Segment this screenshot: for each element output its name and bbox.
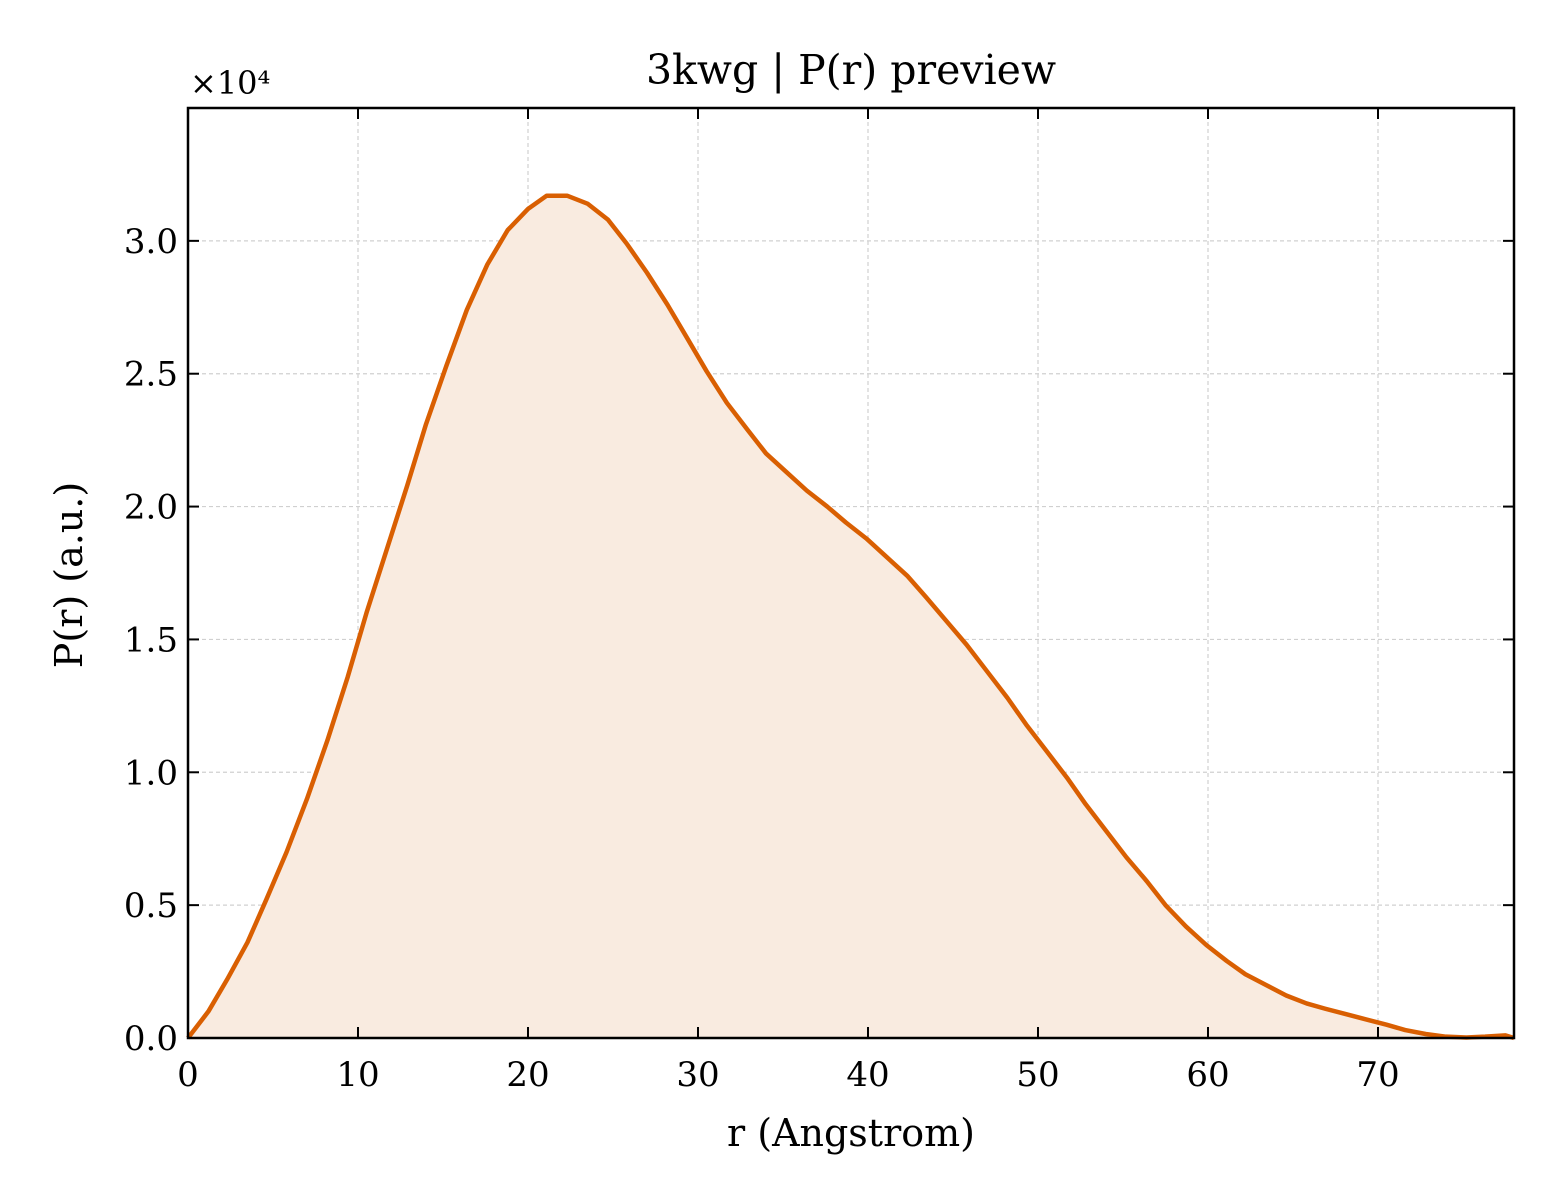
x-axis-label: r (Angstrom) <box>727 1111 975 1155</box>
x-tick-label: 20 <box>506 1055 549 1095</box>
y-tick-label: 2.0 <box>124 488 178 528</box>
y-tick-label: 3.0 <box>124 222 178 262</box>
tick-layer: 0 10 20 30 40 50 60 70 0.0 0.5 1.0 1.5 2.0 2.5 3.0 <box>124 108 1514 1095</box>
y-tick-label: 0.0 <box>124 1019 178 1059</box>
chart-title: 3kwg | P(r) preview <box>646 46 1056 94</box>
series-line <box>186 193 1515 1041</box>
x-tick-label: 10 <box>336 1055 379 1095</box>
x-tick-label: 60 <box>1186 1055 1229 1095</box>
x-tick-label: 30 <box>676 1055 719 1095</box>
x-tick-label: 70 <box>1356 1055 1399 1095</box>
y-tick-label: 1.0 <box>124 753 178 793</box>
y-axis-multiplier: ×10⁴ <box>190 64 270 102</box>
x-tick-label: 40 <box>846 1055 889 1095</box>
x-tick-label: 50 <box>1016 1055 1059 1095</box>
y-tick-label: 1.5 <box>124 620 178 660</box>
y-tick-label: 0.5 <box>124 886 178 926</box>
plot-frame <box>186 106 1516 1040</box>
area-fill <box>188 195 1514 1038</box>
y-axis-label: P(r) (a.u.) <box>47 482 91 668</box>
x-tick-label: 0 <box>177 1055 199 1095</box>
y-tick-label: 2.5 <box>124 355 178 395</box>
